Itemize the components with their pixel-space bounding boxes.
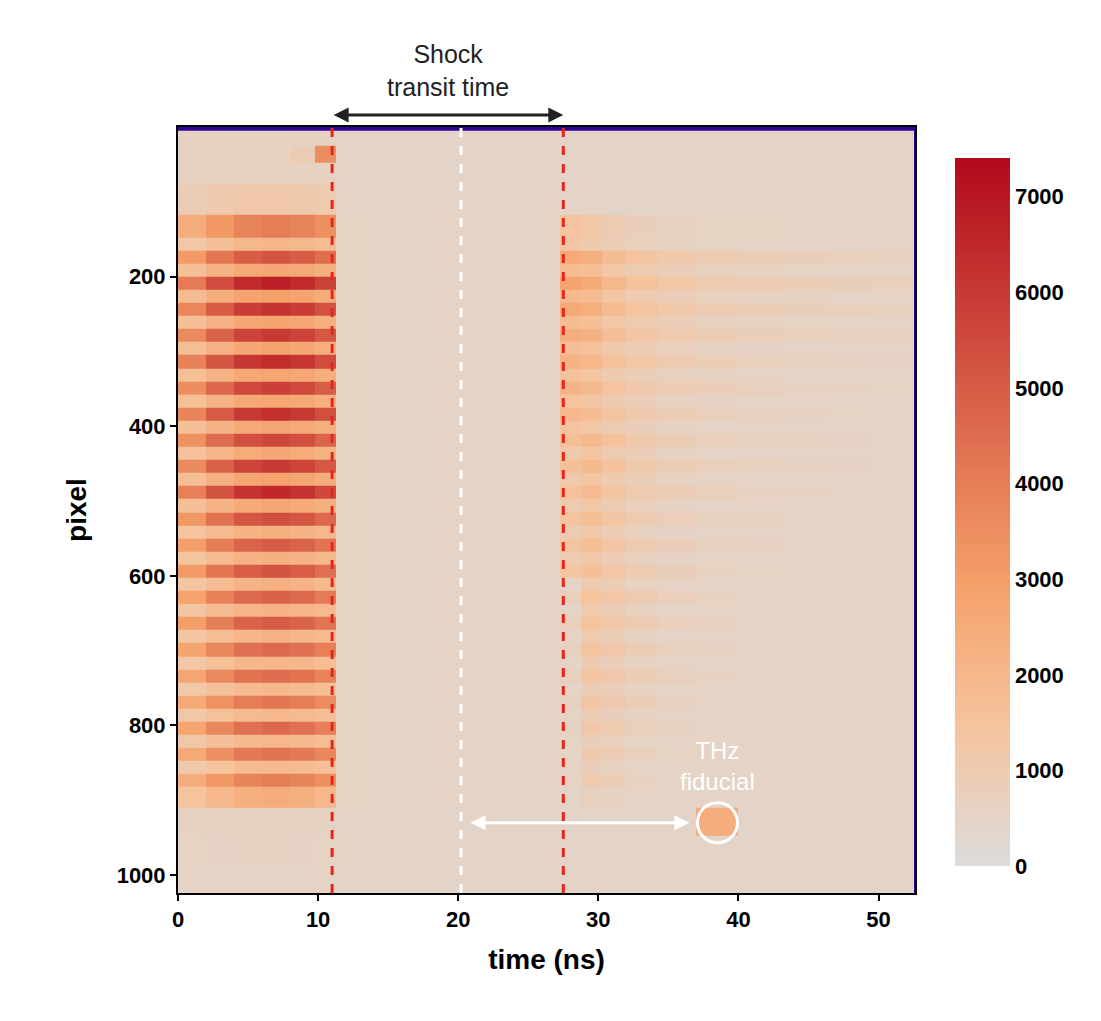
svg-text:0: 0 [172, 907, 184, 932]
svg-text:1000: 1000 [117, 863, 166, 888]
svg-text:1000: 1000 [1015, 758, 1064, 783]
svg-text:800: 800 [129, 713, 166, 738]
svg-text:pixel: pixel [61, 478, 92, 542]
svg-text:10: 10 [306, 907, 330, 932]
svg-text:30: 30 [586, 907, 610, 932]
svg-text:THzfiducial: THzfiducial [680, 737, 755, 795]
svg-text:6000: 6000 [1015, 280, 1064, 305]
svg-text:Shocktransit time: Shocktransit time [387, 40, 509, 101]
svg-text:4000: 4000 [1015, 471, 1064, 496]
svg-text:40: 40 [726, 907, 750, 932]
svg-text:20: 20 [446, 907, 470, 932]
svg-text:7000: 7000 [1015, 184, 1064, 209]
svg-text:3000: 3000 [1015, 567, 1064, 592]
svg-text:5000: 5000 [1015, 376, 1064, 401]
svg-text:time (ns): time (ns) [488, 944, 605, 975]
svg-text:2000: 2000 [1015, 663, 1064, 688]
svg-text:0: 0 [1015, 854, 1027, 879]
svg-text:200: 200 [129, 264, 166, 289]
svg-text:600: 600 [129, 564, 166, 589]
svg-text:400: 400 [129, 414, 166, 439]
svg-text:50: 50 [866, 907, 890, 932]
